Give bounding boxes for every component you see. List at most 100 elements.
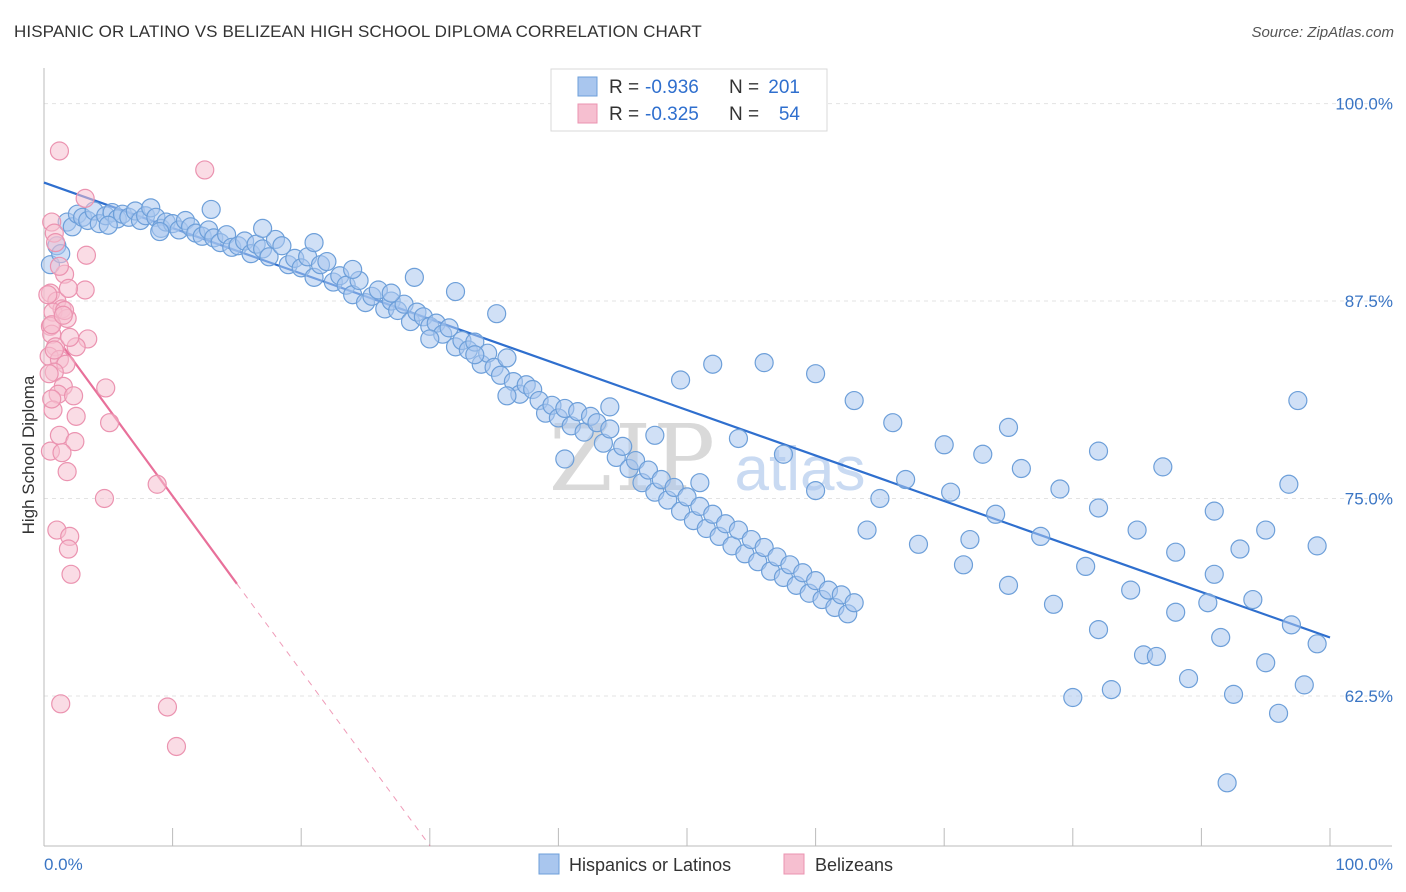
data-points (38, 141, 1327, 793)
hispanic-point-140 (973, 444, 993, 464)
x-tick-label-1: 100.0% (1335, 855, 1393, 874)
belizean-point-42 (166, 736, 187, 757)
belizean-point-46 (58, 278, 79, 299)
hispanic-point-159 (1294, 675, 1314, 695)
belizean-point-28 (99, 413, 120, 433)
hispanic-point-195 (381, 283, 401, 303)
hispanic-point-161 (908, 534, 929, 554)
hispanic-point-142 (1050, 479, 1070, 499)
legend-r-value-hispanic: -0.936 (645, 77, 699, 98)
y-tick-label-0: 62.5% (1345, 687, 1393, 706)
hispanic-point-134 (703, 354, 723, 374)
y-tick-label-1: 75.0% (1345, 489, 1393, 508)
y-tick-label-3: 100.0% (1335, 95, 1393, 114)
hispanic-point-176 (1288, 390, 1308, 411)
bottom-legend-swatch-hispanic (538, 853, 560, 875)
hispanic-point-47 (317, 251, 337, 272)
legend: R = -0.936 N = 201 R = -0.325 N = 54 (550, 68, 828, 132)
hispanic-point-157 (1211, 627, 1231, 648)
legend-r-value-belizean: -0.325 (645, 104, 699, 125)
hispanic-point-186 (773, 444, 794, 464)
belizean-point-45 (39, 364, 59, 384)
belizean-point-34 (94, 488, 115, 509)
belizean-point-0 (49, 141, 70, 161)
y-axis-title: High School Diploma (19, 375, 38, 534)
hispanic-point-101 (664, 477, 684, 498)
hispanic-point-171 (1088, 441, 1109, 461)
belizean-point-53 (42, 389, 62, 409)
hispanic-point-196 (343, 259, 363, 280)
legend-swatch-hispanic (577, 76, 598, 97)
hispanic-point-181 (1101, 680, 1121, 700)
hispanic-point-132 (487, 304, 507, 324)
hispanic-point-130 (404, 267, 424, 287)
belizean-point-49 (45, 232, 66, 253)
legend-r-label-hispanic: R = (609, 77, 639, 98)
belizean-point-5 (76, 245, 97, 265)
x-tick-labels: 0.0% 100.0% (44, 855, 1393, 874)
hispanic-point-149 (1307, 634, 1327, 654)
hispanic-point-155 (1121, 580, 1141, 600)
belizean-point-48 (60, 327, 80, 347)
hispanic-point-40 (272, 236, 292, 256)
chart-title: HISPANIC OR LATINO VS BELIZEAN HIGH SCHO… (14, 22, 702, 41)
hispanic-point-185 (805, 480, 826, 501)
legend-n-value-hispanic: 201 (768, 77, 800, 98)
legend-n-value-belizean: 54 (779, 104, 801, 125)
belizean-point-41 (157, 697, 178, 717)
belizean-point-8 (75, 280, 95, 300)
hispanic-point-91 (600, 419, 620, 439)
belizean-point-32 (52, 443, 72, 463)
hispanic-point-137 (844, 390, 864, 411)
belizean-point-39 (61, 564, 81, 584)
y-tick-labels: 62.5% 75.0% 87.5% 100.0% (1335, 95, 1393, 706)
hispanic-point-202 (1217, 773, 1237, 793)
hispanic-point-146 (1204, 564, 1224, 584)
hispanic-point-173 (1204, 501, 1224, 521)
legend-n-label-belizean: N = (729, 104, 759, 125)
hispanic-point-170 (998, 417, 1019, 438)
belizean-point-33 (57, 462, 77, 482)
hispanic-point-156 (1166, 602, 1186, 622)
belizean-point-24 (96, 378, 116, 398)
legend-n-label-hispanic: N = (729, 77, 759, 98)
hispanic-point-191 (555, 449, 575, 469)
belizean-point-51 (44, 340, 64, 360)
hispanic-point-133 (670, 370, 691, 390)
hispanic-point-160 (857, 520, 877, 540)
belizean-point-2 (75, 188, 95, 208)
hispanic-point-192 (497, 386, 517, 406)
hispanic-point-97 (638, 460, 659, 480)
source-credit: Source: ZipAtlas.com (1251, 24, 1394, 41)
hispanic-point-153 (1031, 526, 1051, 547)
bottom-legend: Hispanics or Latinos Belizeans (538, 853, 893, 875)
hispanic-point-187 (728, 428, 749, 449)
hispanic-point-180 (1146, 646, 1166, 667)
belizean-point-25 (63, 386, 84, 406)
hispanic-point-172 (1153, 457, 1173, 477)
hispanic-point-194 (420, 329, 440, 349)
bottom-legend-swatch-belizean (783, 853, 805, 875)
hispanic-point-148 (1281, 615, 1302, 635)
belizean-point-1 (195, 160, 215, 180)
hispanic-point-183 (960, 529, 980, 550)
hispanic-point-144 (1127, 520, 1147, 540)
hispanic-point-177 (1279, 474, 1299, 494)
hispanic-point-152 (986, 504, 1006, 524)
hispanic-point-38 (259, 247, 279, 267)
legend-swatch-belizean (577, 103, 598, 124)
hispanic-point-184 (870, 488, 890, 509)
hispanic-point-103 (677, 487, 697, 507)
hispanic-point-164 (1043, 594, 1064, 614)
axes (43, 68, 1392, 847)
hispanic-point-139 (934, 435, 954, 455)
belizean-point-40 (51, 694, 71, 714)
belizean-point-27 (66, 406, 86, 426)
hispanic-point-189 (645, 425, 665, 445)
hispanic-point-129 (844, 593, 864, 613)
hispanic-point-162 (953, 555, 974, 575)
hispanic-point-198 (253, 218, 273, 238)
hispanic-point-141 (1011, 458, 1031, 479)
watermark-atlas: atlas (735, 435, 866, 504)
